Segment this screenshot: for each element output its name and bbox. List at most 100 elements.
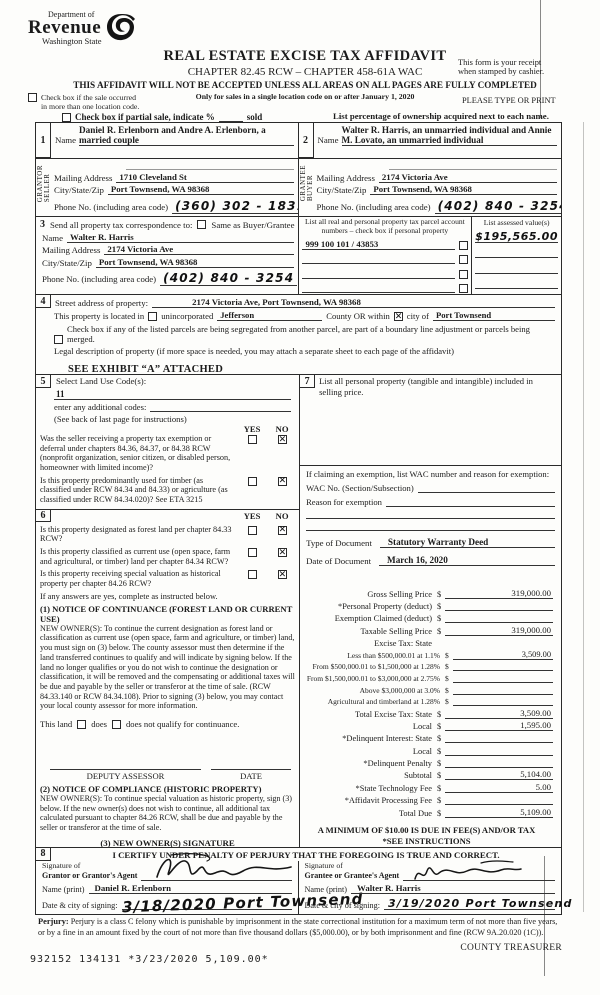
total-excise-state-field[interactable]: 3,509.00 bbox=[445, 708, 553, 719]
forest-yes-checkbox[interactable] bbox=[247, 525, 257, 535]
delinquent-interest-local-field[interactable] bbox=[445, 754, 553, 756]
notice-compliance-body: NEW OWNER(S): To continue special valuat… bbox=[40, 794, 292, 833]
total-due-field[interactable]: 5,109.00 bbox=[445, 807, 553, 818]
grantor-signature-field[interactable] bbox=[141, 852, 293, 881]
grantee-date-city-field[interactable]: 3/19/2020 Port Townsend bbox=[384, 897, 571, 910]
grantor-date-city-field[interactable]: 3/18/2020 Port Townsend bbox=[121, 889, 364, 917]
wac-number-field[interactable] bbox=[417, 483, 555, 494]
date-of-document-field[interactable]: March 16, 2020 bbox=[379, 555, 555, 567]
reason-extra-line[interactable] bbox=[306, 520, 555, 532]
tax-label: Gross Selling Price bbox=[367, 589, 432, 599]
rate-tier4-field[interactable] bbox=[453, 693, 553, 695]
logo-revenue-text: Revenue bbox=[28, 17, 102, 38]
partial-sale-checkbox[interactable] bbox=[62, 113, 71, 122]
personal-property-deduct-field[interactable] bbox=[445, 610, 553, 611]
rate-tier1-field[interactable]: 3,509.00 bbox=[453, 650, 553, 660]
no-header: NO bbox=[275, 424, 289, 434]
q1-no-checkbox[interactable] bbox=[277, 435, 287, 444]
seller-percent-line[interactable] bbox=[126, 162, 294, 170]
parcel-personal-checkbox[interactable] bbox=[459, 269, 469, 279]
corr-phone-field[interactable]: (402) 840 - 3254 bbox=[160, 271, 298, 286]
historical-yes-checkbox[interactable] bbox=[247, 570, 257, 580]
corr-mailing-field[interactable]: 2174 Victoria Ave bbox=[104, 244, 294, 255]
parcel-account-field[interactable] bbox=[301, 253, 456, 265]
affidavit-processing-fee-field[interactable] bbox=[445, 804, 553, 806]
grantee-signature-field[interactable] bbox=[403, 860, 555, 881]
forest-no-checkbox[interactable] bbox=[277, 525, 287, 535]
legal-description-value[interactable]: SEE EXHIBIT “A” ATTACHED bbox=[68, 364, 224, 374]
q1-yes-checkbox[interactable] bbox=[247, 435, 257, 444]
total-excise-local-field[interactable]: 1,595.00 bbox=[445, 720, 553, 731]
section6-number: 6 bbox=[36, 509, 51, 522]
gross-selling-price-field[interactable]: 319,000.00 bbox=[445, 588, 553, 599]
reason-extra-line[interactable] bbox=[306, 508, 555, 520]
buyer-name-field[interactable]: Walter R. Harris, an unmarried individua… bbox=[341, 123, 561, 158]
land-use-code-field[interactable]: 11 bbox=[54, 389, 292, 400]
parcel-personal-checkbox[interactable] bbox=[459, 255, 469, 265]
seller-mailing-field[interactable]: 1710 Cleveland St bbox=[116, 172, 294, 183]
section3-number: 3 bbox=[40, 219, 45, 230]
buyer-city-label: City/State/Zip bbox=[316, 185, 367, 195]
section1-number: 1 bbox=[36, 123, 51, 158]
seller-phone-field[interactable]: (360) 302 - 1831 bbox=[172, 199, 298, 214]
seller-city-field[interactable]: Port Townsend, WA 98368 bbox=[107, 184, 294, 195]
q2-yes-checkbox[interactable] bbox=[247, 476, 257, 486]
grantee-name-print-label: Name (print) bbox=[304, 884, 348, 894]
partial-sale-percent-field[interactable] bbox=[218, 113, 243, 122]
parcel-personal-checkbox[interactable] bbox=[459, 284, 469, 294]
land-does-checkbox[interactable] bbox=[77, 719, 87, 729]
assessed-value-field[interactable] bbox=[475, 245, 558, 258]
assessed-value-field[interactable]: $195,565.00 bbox=[475, 229, 558, 243]
parcel-account-field[interactable]: 999 100 101 / 43853 bbox=[301, 239, 456, 250]
subtotal-field[interactable]: 5,104.00 bbox=[445, 769, 553, 781]
dollar-sign: $ bbox=[437, 759, 442, 769]
assessed-value-field[interactable] bbox=[475, 276, 558, 289]
parcel-personal-checkbox[interactable] bbox=[459, 240, 469, 250]
city-checkbox[interactable] bbox=[393, 312, 403, 321]
buyer-city-field[interactable]: Port Townsend, WA 98368 bbox=[370, 184, 557, 195]
rate-tier3-field[interactable] bbox=[453, 681, 553, 683]
deputy-assessor-signature-line[interactable]: DEPUTY ASSESSOR bbox=[50, 769, 202, 781]
buyer-phone-field[interactable]: (402) 840 - 3254 bbox=[434, 199, 561, 214]
street-address-field[interactable]: 2174 Victoria Ave, Port Townsend, WA 983… bbox=[152, 297, 555, 308]
parcel-account-field[interactable] bbox=[301, 282, 456, 294]
land-use-section: 5 Select Land Use Code(s): 11 enter any … bbox=[36, 375, 299, 505]
parcel-account-field[interactable] bbox=[301, 268, 456, 279]
deputy-date-line[interactable]: DATE bbox=[211, 769, 292, 781]
current-use-no-checkbox[interactable] bbox=[277, 548, 287, 558]
land-does-not-checkbox[interactable] bbox=[112, 719, 121, 729]
unincorporated-checkbox[interactable] bbox=[148, 312, 158, 321]
city-field[interactable]: Port Townsend bbox=[432, 310, 555, 321]
county-field[interactable]: Jefferson bbox=[217, 310, 323, 321]
exemption-claimed-field[interactable] bbox=[445, 622, 553, 624]
rate-tier2-field[interactable] bbox=[453, 670, 553, 672]
buyer-mailing-field[interactable]: 2174 Victoria Ave bbox=[378, 172, 557, 183]
assessed-value-field[interactable] bbox=[475, 261, 558, 274]
excise-tax-state-header: Excise Tax: State bbox=[374, 639, 432, 649]
agricultural-rate-field[interactable] bbox=[453, 705, 553, 707]
taxable-selling-price-field[interactable]: 319,000.00 bbox=[445, 625, 553, 636]
corr-name-label: Name bbox=[42, 232, 64, 243]
tax-label: *Delinquent Penalty bbox=[363, 759, 432, 769]
buyer-percent-line[interactable] bbox=[388, 162, 557, 170]
state-technology-fee-field[interactable]: 5.00 bbox=[445, 782, 553, 793]
street-address-label: Street address of property: bbox=[55, 298, 149, 308]
q2-no-checkbox[interactable] bbox=[277, 476, 287, 486]
type-of-document-field[interactable]: Statutory Warranty Deed bbox=[379, 537, 555, 549]
delinquent-penalty-field[interactable] bbox=[445, 767, 553, 769]
current-use-yes-checkbox[interactable] bbox=[247, 548, 257, 558]
reason-exemption-field[interactable] bbox=[385, 497, 555, 508]
corr-name-field[interactable]: Walter R. Harris bbox=[67, 232, 294, 243]
grantor-name-print-field[interactable]: Daniel R. Erlenborn bbox=[88, 883, 292, 894]
additional-codes-field[interactable] bbox=[150, 403, 292, 412]
delinquent-interest-state-field[interactable] bbox=[445, 742, 553, 744]
same-as-buyer-checkbox[interactable] bbox=[197, 220, 207, 229]
seller-name-field[interactable]: Daniel R. Erlenborn and Andre A. Erlenbo… bbox=[79, 123, 297, 158]
grantee-name-print-field[interactable]: Walter R. Harris bbox=[351, 883, 555, 894]
multi-location-checkbox[interactable] bbox=[28, 93, 37, 102]
tax-label: Less than $500,000.01 at 1.1% bbox=[347, 650, 440, 660]
corr-city-field[interactable]: Port Townsend, WA 98368 bbox=[95, 257, 294, 268]
historical-no-checkbox[interactable] bbox=[277, 570, 287, 580]
segregated-checkbox[interactable] bbox=[54, 335, 63, 344]
document-info-section: Type of Document Statutory Warranty Deed… bbox=[300, 531, 561, 586]
